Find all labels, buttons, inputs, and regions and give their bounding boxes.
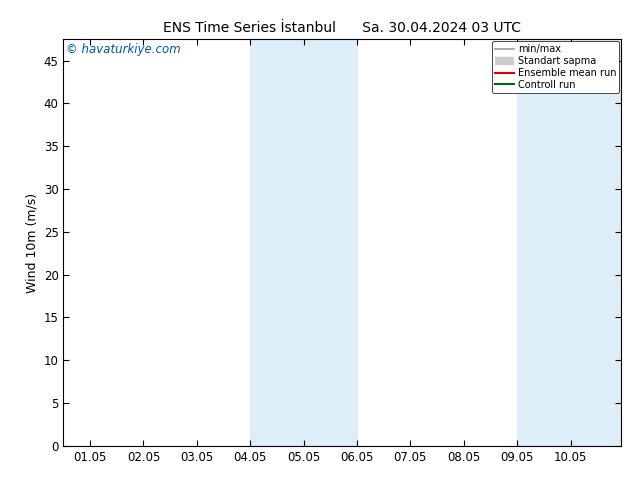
- Text: © havaturkiye.com: © havaturkiye.com: [66, 43, 181, 56]
- Legend: min/max, Standart sapma, Ensemble mean run, Controll run: min/max, Standart sapma, Ensemble mean r…: [492, 41, 619, 93]
- Bar: [250, 39, 357, 446]
- Bar: [517, 39, 621, 446]
- Y-axis label: Wind 10m (m/s): Wind 10m (m/s): [25, 193, 38, 293]
- Title: ENS Time Series İstanbul      Sa. 30.04.2024 03 UTC: ENS Time Series İstanbul Sa. 30.04.2024 …: [164, 21, 521, 35]
